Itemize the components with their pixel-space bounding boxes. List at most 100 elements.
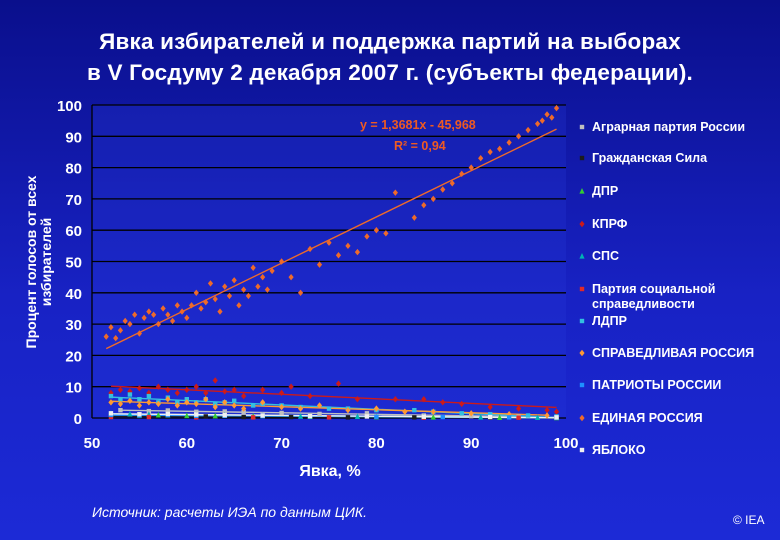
data-point (103, 333, 109, 340)
chart-title-line1: Явка избирателей и поддержка партий на в… (99, 29, 681, 54)
data-point (459, 411, 464, 416)
data-point (232, 398, 237, 403)
data-point (260, 386, 266, 394)
data-point (279, 258, 285, 265)
legend-label: Аграрная партия России (592, 120, 745, 134)
legend-label: КПРФ (592, 217, 628, 231)
data-point (151, 311, 157, 318)
data-point (108, 324, 114, 331)
chart-title-line2: в V Госдуму 2 декабря 2007 г. (субъекты … (87, 60, 693, 85)
data-point (516, 133, 522, 140)
data-point (260, 273, 266, 281)
trendline-equation: y = 1,3681x - 45,968 (360, 118, 476, 132)
data-point (155, 400, 161, 408)
data-point (231, 402, 237, 409)
data-point (335, 252, 342, 259)
data-point (364, 233, 370, 240)
legend-label: ЯБЛОКО (592, 443, 646, 457)
y-axis-label: Процент голосов от всех (23, 175, 39, 348)
data-point (203, 414, 208, 419)
data-point (579, 382, 585, 388)
data-point (165, 408, 171, 413)
data-point (392, 396, 398, 403)
data-point (506, 415, 512, 420)
data-point (193, 383, 199, 390)
data-point (459, 170, 465, 178)
legend-label: Гражданская Сила (592, 151, 708, 165)
data-point (193, 400, 199, 408)
source-note: Источник: расчеты ИЭА по данным ЦИК. (92, 504, 368, 520)
legend-label: СПРАВЕДЛИВАЯ РОССИЯ (592, 346, 754, 360)
data-point (534, 414, 541, 420)
data-point (241, 286, 247, 293)
data-point (169, 317, 176, 325)
data-point (430, 408, 436, 415)
data-point (127, 397, 133, 404)
legend-label: Партия социальной (592, 282, 715, 296)
data-point (487, 414, 493, 420)
data-point (354, 248, 361, 256)
data-point (525, 413, 531, 418)
data-point (554, 415, 559, 420)
data-point (136, 330, 142, 337)
data-point (553, 408, 560, 415)
data-point (288, 383, 294, 390)
data-point (146, 414, 152, 420)
data-point (245, 292, 252, 300)
data-point (137, 412, 142, 417)
data-point (412, 415, 417, 420)
data-point (108, 399, 114, 406)
data-point (579, 414, 585, 422)
data-point (222, 412, 227, 418)
legend-label: справедливости (592, 297, 695, 311)
data-point (421, 201, 427, 209)
data-point (155, 411, 161, 418)
x-tick-label: 90 (463, 435, 480, 452)
trendline (110, 413, 557, 419)
data-point (412, 407, 417, 413)
data-point (307, 245, 313, 253)
data-point (553, 104, 560, 112)
data-point (146, 408, 152, 414)
data-point (179, 308, 185, 315)
data-point (487, 412, 493, 417)
data-point (231, 386, 237, 394)
data-point (146, 399, 152, 406)
data-point (236, 302, 242, 309)
data-point (373, 227, 379, 234)
data-point (118, 407, 123, 413)
trendline-r-squared: R² = 0,94 (394, 139, 446, 153)
data-point (421, 414, 426, 419)
data-point (184, 412, 190, 419)
trendline (120, 409, 557, 418)
data-point (392, 189, 398, 196)
x-tick-label: 100 (553, 435, 578, 452)
data-point (459, 400, 465, 408)
data-point (579, 286, 585, 292)
data-point (217, 308, 223, 315)
x-axis-label: Явка, % (299, 463, 360, 480)
data-point (127, 392, 133, 397)
data-point (279, 389, 285, 397)
copyright-label: © IEA (733, 513, 765, 527)
data-point (373, 405, 379, 412)
data-point (354, 396, 361, 403)
data-point (198, 305, 204, 312)
data-point (506, 139, 512, 146)
data-point (297, 413, 304, 419)
legend-label: ДПР (592, 184, 618, 198)
data-point (264, 286, 270, 293)
data-point (108, 411, 114, 416)
data-point (364, 414, 370, 419)
data-point (345, 415, 351, 420)
data-point (316, 402, 323, 409)
data-point (525, 126, 531, 134)
data-point (279, 403, 285, 411)
x-tick-label: 70 (273, 435, 290, 452)
data-point (174, 389, 180, 397)
data-point (250, 415, 256, 420)
data-point (374, 414, 379, 419)
data-point (326, 239, 332, 246)
y-tick-label: 60 (65, 223, 82, 240)
data-point (288, 273, 294, 281)
